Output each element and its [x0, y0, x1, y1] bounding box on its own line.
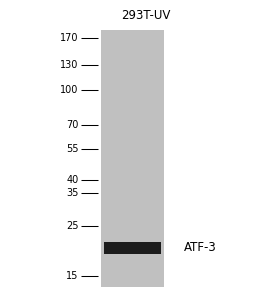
Text: 100: 100: [60, 85, 79, 95]
Bar: [101, 30, 164, 286]
Text: 25: 25: [66, 221, 79, 231]
Text: 40: 40: [67, 175, 79, 185]
Text: 15: 15: [66, 271, 79, 281]
Text: ATF-3: ATF-3: [184, 242, 216, 254]
Text: 130: 130: [60, 60, 79, 70]
Text: 170: 170: [60, 33, 79, 43]
Text: 55: 55: [66, 144, 79, 154]
Bar: [104, 242, 161, 254]
Text: 35: 35: [66, 188, 79, 198]
Text: 293T-UV: 293T-UV: [122, 9, 171, 22]
Text: 70: 70: [66, 120, 79, 130]
